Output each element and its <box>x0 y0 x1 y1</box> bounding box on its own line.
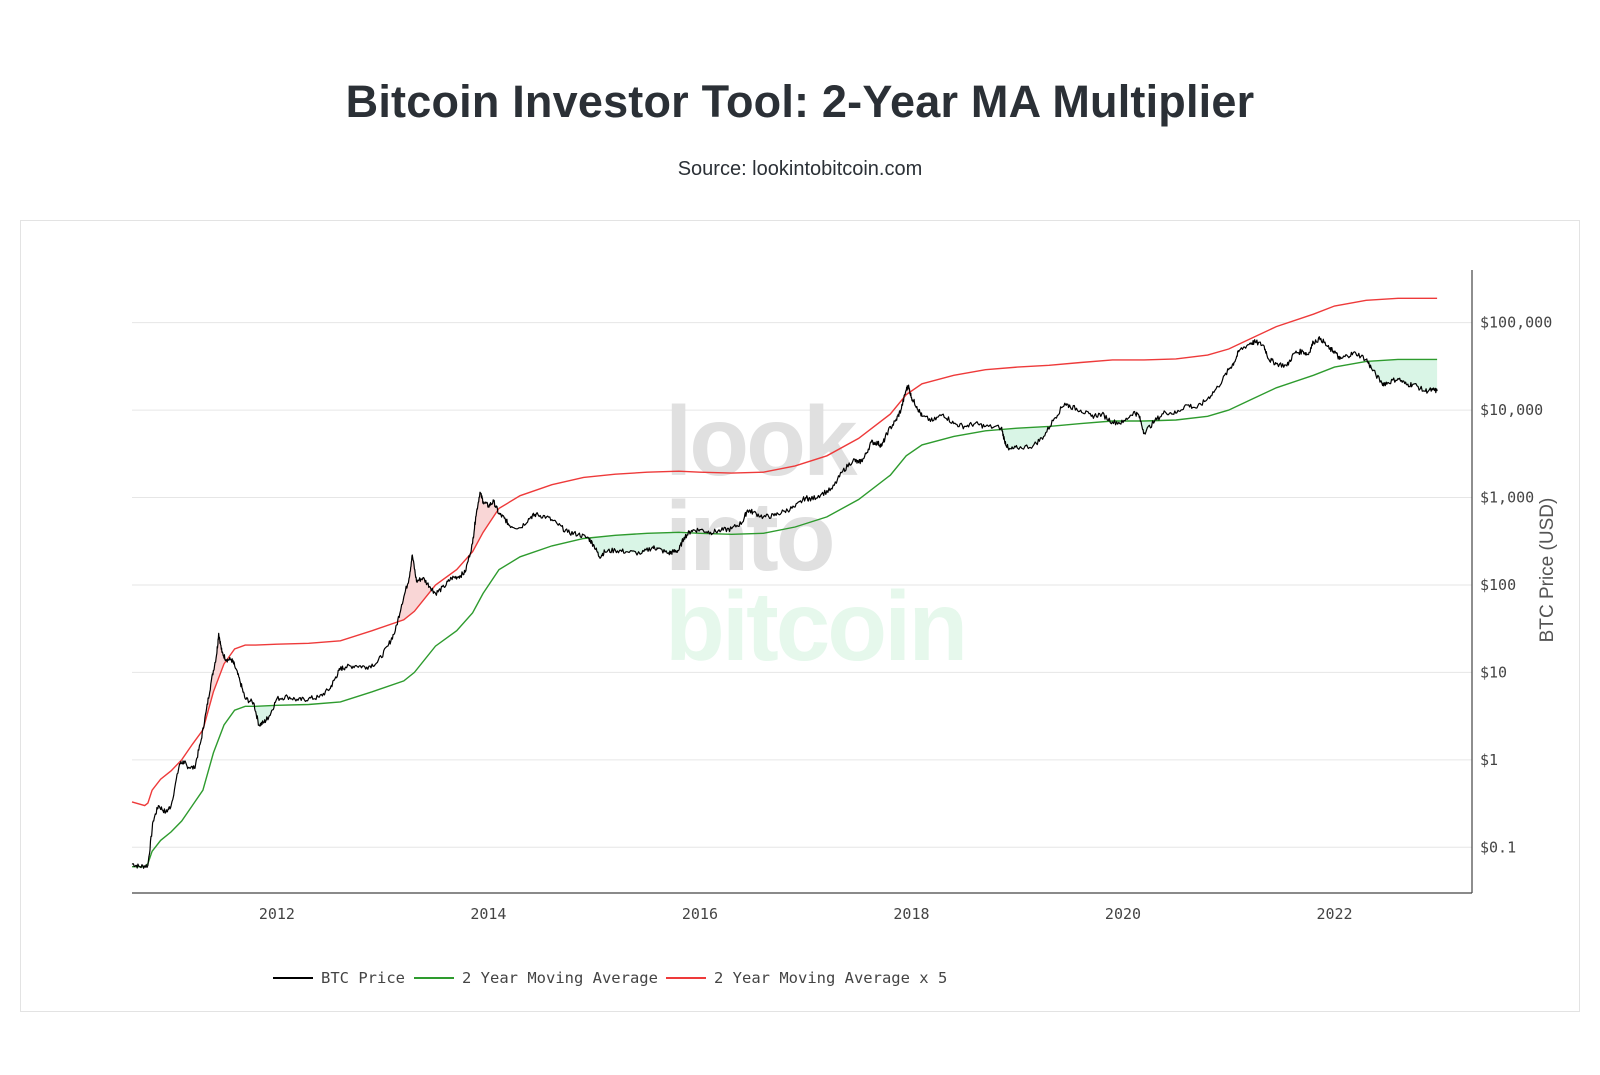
y-axis-label: BTC Price (USD) <box>1537 498 1558 643</box>
x-tick-label: 2020 <box>1105 905 1141 923</box>
legend-label-btc-price[interactable]: BTC Price <box>321 969 405 987</box>
legend[interactable]: BTC Price 2 Year Moving Average 2 Year M… <box>273 969 947 987</box>
x-axis-ticks: 2012 2014 2016 2018 2020 2022 <box>259 905 1353 923</box>
x-tick-label: 2016 <box>682 905 718 923</box>
legend-label-ma[interactable]: 2 Year Moving Average <box>462 969 658 987</box>
x-tick-label: 2014 <box>470 905 506 923</box>
y-tick-label: $1,000 <box>1480 489 1534 507</box>
x-tick-label: 2012 <box>259 905 295 923</box>
watermark-bitcoin: bitcoin <box>665 571 965 681</box>
below-ma-fill <box>1001 426 1050 450</box>
y-tick-label: $10 <box>1480 663 1507 681</box>
chart-subtitle: Source: lookintobitcoin.com <box>677 158 923 180</box>
y-tick-label: $100,000 <box>1480 314 1552 332</box>
series-btc-price-line[interactable] <box>131 336 1438 869</box>
chart-frame <box>20 220 1580 1012</box>
below-ma-fill <box>254 705 274 725</box>
series-ma-line[interactable] <box>132 358 1438 868</box>
y-axis-ticks: $0.1 $1 $10 $100 $1,000 $10,000 $100,000 <box>1480 314 1552 857</box>
x-tick-label: 2022 <box>1316 905 1352 923</box>
series-ma5-line[interactable] <box>131 297 1438 807</box>
gridlines <box>132 322 1472 848</box>
above-ma5-fill <box>469 492 498 555</box>
above-ma5-fill <box>397 555 432 622</box>
y-tick-label: $100 <box>1480 576 1516 594</box>
x-tick-label: 2018 <box>893 905 929 923</box>
chart-title: Bitcoin Investor Tool: 2-Year MA Multipl… <box>345 76 1255 127</box>
y-tick-label: $10,000 <box>1480 401 1543 419</box>
y-tick-label: $0.1 <box>1480 838 1516 856</box>
series-lines[interactable] <box>131 297 1438 869</box>
watermark-look: look <box>665 386 858 496</box>
y-tick-label: $1 <box>1480 751 1498 769</box>
axes <box>132 270 1473 894</box>
legend-label-ma5[interactable]: 2 Year Moving Average x 5 <box>714 969 947 987</box>
